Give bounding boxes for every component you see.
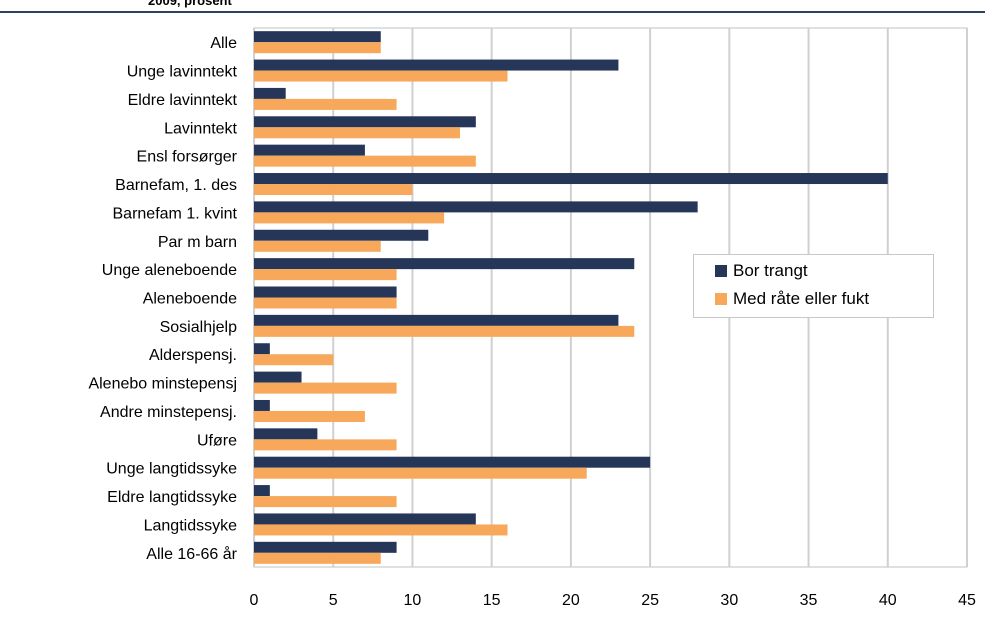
legend-item-series2: Med råte eller fukt (715, 289, 869, 309)
bar-series1 (254, 428, 318, 440)
legend-swatch-series2 (715, 293, 727, 305)
category-label: Sosialhjelp (160, 319, 237, 336)
legend: Bor trangt Med råte eller fukt (693, 254, 934, 318)
x-tick-label: 10 (404, 592, 422, 609)
bar-series2 (254, 42, 381, 54)
bar-series1 (254, 456, 651, 468)
category-label: Par m barn (158, 234, 237, 251)
x-tick-label: 25 (641, 592, 659, 609)
legend-item-series1: Bor trangt (715, 261, 808, 281)
bar-series2 (254, 325, 635, 337)
bar-series1 (254, 399, 270, 411)
category-label: Alderspensj. (149, 347, 237, 364)
category-label: Andre minstepensj. (100, 404, 237, 421)
x-tick-label: 20 (562, 592, 580, 609)
category-label: Ensl forsørger (137, 149, 238, 166)
bar-series2 (254, 269, 397, 281)
category-labels: Alle Unge lavinntekt Eldre lavinntekt Lavin… (88, 35, 237, 563)
category-label: Uføre (197, 432, 237, 449)
bar-series1 (254, 59, 619, 71)
category-label: Barnefam 1. kvint (113, 205, 238, 222)
legend-swatch-series1 (715, 265, 727, 277)
bar-series1 (254, 144, 365, 156)
x-tick-label: 5 (329, 592, 338, 609)
bar-series2 (254, 496, 397, 508)
bar-series2 (254, 127, 460, 139)
bar-series1 (254, 371, 302, 383)
bar-series2 (254, 552, 381, 564)
x-tick-label: 30 (720, 592, 738, 609)
x-tick-label: 0 (250, 592, 259, 609)
bar-series1 (254, 116, 476, 128)
category-label: Eldre langtidssyke (107, 489, 237, 506)
category-label: Langtidssyke (144, 517, 237, 534)
bar-series1 (254, 513, 476, 525)
category-label: Barnefam, 1. des (115, 177, 237, 194)
category-label: Unge langtidssyke (106, 461, 237, 478)
bar-series1 (254, 201, 698, 213)
bar-series1 (254, 343, 270, 355)
bar-series2 (254, 524, 508, 536)
bar-series1 (254, 258, 635, 270)
bar-series1 (254, 485, 270, 497)
chart-title: 2009, prosent (148, 0, 232, 8)
bar-series2 (254, 439, 397, 451)
title-divider (0, 11, 985, 13)
bar-series1 (254, 87, 286, 99)
category-label: Unge aleneboende (102, 262, 237, 279)
category-label: Alenebo minstepensj (88, 376, 237, 393)
bar-series1 (254, 31, 381, 43)
bars-layer (254, 31, 888, 564)
bar-series2 (254, 184, 413, 196)
bar-series2 (254, 354, 334, 366)
legend-label-series2: Med råte eller fukt (733, 289, 870, 308)
x-tick-label: 35 (800, 592, 818, 609)
bar-series2 (254, 297, 397, 309)
bar-series2 (254, 467, 587, 479)
bar-series2 (254, 240, 381, 252)
bar-series2 (254, 155, 476, 167)
x-tick-labels: 0 5 10 15 20 25 30 35 40 45 (250, 592, 976, 609)
x-tick-label: 40 (879, 592, 897, 609)
bar-series2 (254, 410, 365, 422)
bar-series1 (254, 314, 619, 326)
x-tick-label: 45 (958, 592, 976, 609)
category-label: Alle (210, 35, 237, 52)
category-label: Alle 16-66 år (146, 545, 237, 563)
category-label: Unge lavinntekt (127, 64, 238, 81)
category-label: Eldre lavinntekt (128, 92, 238, 109)
bar-series1 (254, 173, 888, 185)
category-label: Lavinntekt (164, 120, 237, 137)
bar-series2 (254, 98, 397, 110)
bar-series2 (254, 212, 445, 224)
bar-series1 (254, 541, 397, 553)
category-label: Aleneboende (143, 291, 237, 308)
legend-label-series1: Bor trangt (733, 261, 808, 280)
bar-series1 (254, 229, 429, 241)
bar-series2 (254, 70, 508, 82)
x-tick-label: 15 (483, 592, 501, 609)
bar-series1 (254, 286, 397, 298)
bar-series2 (254, 382, 397, 394)
